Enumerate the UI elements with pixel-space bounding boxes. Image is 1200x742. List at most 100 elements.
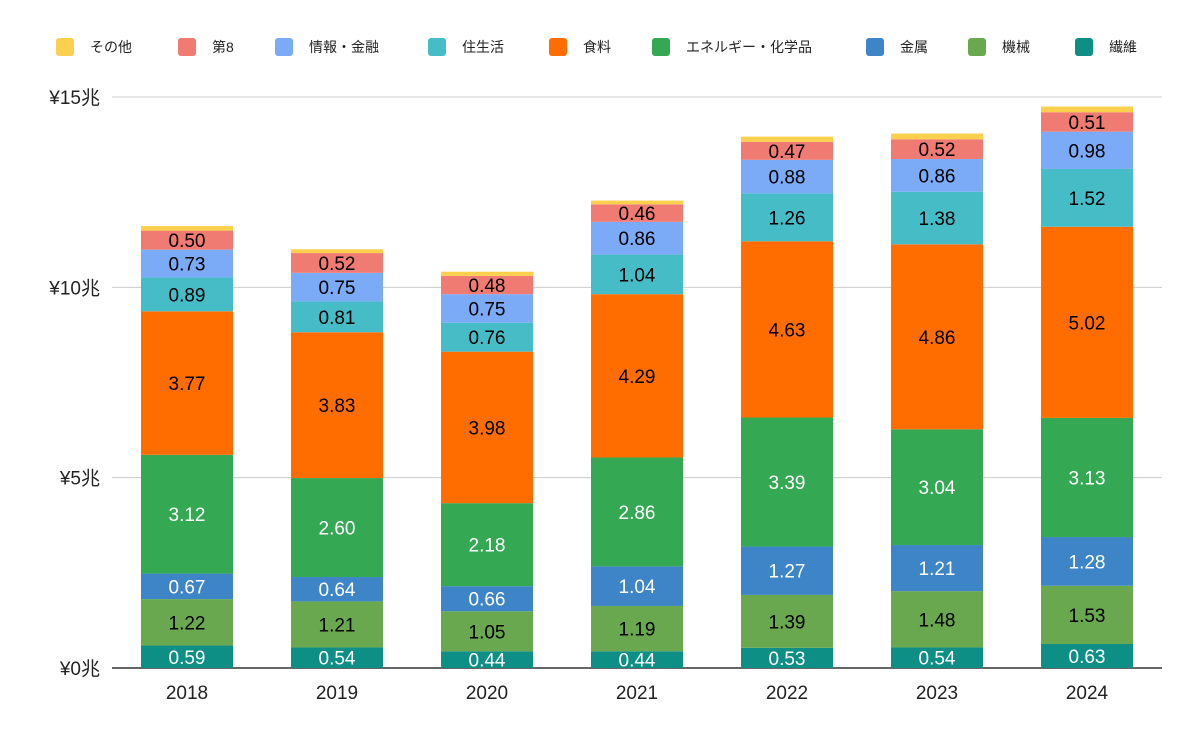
x-tick-label: 2020: [466, 683, 508, 704]
bar-segment: [1041, 644, 1133, 668]
data-label: 2.18: [469, 536, 506, 557]
legend-swatch: [178, 38, 196, 56]
legend-swatch: [275, 38, 293, 56]
data-label: 1.19: [619, 620, 656, 641]
bar-segment: [441, 275, 533, 295]
bar-segment: [441, 586, 533, 612]
bar-segment: [141, 599, 233, 646]
data-label: 1.53: [1069, 606, 1106, 627]
bar-segment: [591, 566, 683, 606]
bar-segment: [891, 159, 983, 192]
data-label: 0.81: [319, 308, 356, 329]
legend-swatch: [56, 38, 74, 56]
data-label: 0.44: [619, 651, 656, 672]
data-label: 1.52: [1069, 189, 1106, 210]
bar-segment: [141, 277, 233, 312]
legend-label: 機械: [1002, 39, 1030, 55]
data-label: 0.52: [319, 254, 356, 275]
bar-segment: [591, 605, 683, 652]
data-label: 0.52: [919, 140, 956, 161]
data-label: 1.28: [1069, 552, 1106, 573]
bar-segment: [141, 230, 233, 250]
data-label: 0.75: [469, 299, 506, 320]
chart-legend: その他 第8 情報・金融 住生活 食料 エネルギー・化学品 金属 機械 繊維: [56, 38, 1137, 56]
bar-segment: [1041, 417, 1133, 538]
legend-item: その他: [56, 38, 132, 56]
bar-segment: [291, 601, 383, 648]
bar-segment: [291, 272, 383, 302]
data-label: 0.59: [169, 648, 206, 669]
data-label: 0.89: [169, 285, 206, 306]
data-label: 0.88: [769, 168, 806, 189]
bar-segment: [291, 249, 383, 254]
bar-segment: [291, 253, 383, 273]
bar-stack-2023: 0.54 1.48 1.21 3.04 4.86 1.38 0.86 0.52: [891, 133, 983, 670]
legend-label: 食料: [583, 39, 611, 55]
bar-segment: [141, 645, 233, 668]
data-label: 0.67: [169, 577, 206, 598]
x-tick-label: 2018: [166, 683, 208, 704]
legend-swatch: [968, 38, 986, 56]
data-label: 0.54: [319, 649, 356, 670]
legend-label: 金属: [900, 39, 928, 55]
bar-segment: [441, 651, 533, 668]
legend-swatch: [1075, 38, 1093, 56]
data-label: 1.27: [769, 562, 806, 583]
bar-segment: [741, 546, 833, 595]
data-label: 4.86: [919, 328, 956, 349]
bar-stack-2020: 0.44 1.05 0.66 2.18 3.98 0.76 0.750.48: [441, 271, 533, 672]
x-tick-label: 2023: [916, 683, 958, 704]
data-label: 3.98: [469, 418, 506, 439]
bar-segment: [141, 226, 233, 231]
bar-segment: [141, 311, 233, 455]
bar-segment: [741, 141, 833, 160]
data-label: 3.77: [169, 374, 206, 395]
bar-segment: [741, 159, 833, 194]
data-label: 2.86: [619, 503, 656, 524]
legend-item: 情報・金融: [275, 38, 379, 56]
bar-segment: [1041, 131, 1133, 169]
data-label: 0.46: [619, 204, 656, 225]
y-tick-label: ¥10兆: [48, 277, 100, 299]
data-label: 1.22: [169, 613, 206, 634]
bar-segment: [741, 136, 833, 142]
y-tick-label: ¥0兆: [59, 658, 100, 680]
data-label: 1.21: [319, 615, 356, 636]
legend-label: その他: [90, 39, 132, 55]
data-label: 5.02: [1069, 313, 1106, 334]
x-tick-label: 2022: [766, 683, 808, 704]
bar-segment: [591, 254, 683, 295]
data-label: 1.26: [769, 208, 806, 229]
data-label: 1.48: [919, 610, 956, 631]
legend-swatch: [428, 38, 446, 56]
legend-item: 住生活: [428, 38, 504, 56]
bar-segment: [291, 478, 383, 578]
legend-label: 情報・金融: [309, 39, 379, 55]
data-label: 0.44: [469, 651, 506, 672]
bar-segment: [891, 429, 983, 546]
data-label: 3.83: [319, 396, 356, 417]
data-label: 3.12: [169, 505, 206, 526]
bar-segment: [891, 647, 983, 668]
legend-item: 第8: [178, 38, 234, 56]
data-label: 0.73: [169, 255, 206, 276]
data-label: 0.50: [169, 231, 206, 252]
bar-stack-2018: 0.59 1.22 0.67 3.12 3.77 0.89 0.73 0.50: [141, 226, 233, 669]
bar-segment: [441, 611, 533, 652]
data-label: 0.86: [919, 166, 956, 187]
legend-label: 第8: [212, 39, 234, 55]
legend-label: 住生活: [462, 39, 504, 55]
legend-item: 食料: [549, 38, 611, 56]
bar-segment: [291, 647, 383, 668]
bar-segment: [591, 294, 683, 458]
legend-swatch: [866, 38, 884, 56]
y-tick-label: ¥15兆: [48, 87, 100, 109]
bar-segment: [291, 332, 383, 479]
data-label: 4.29: [619, 367, 656, 388]
data-label: 1.04: [619, 265, 656, 286]
bar-segment: [1041, 112, 1133, 132]
data-label: 1.38: [919, 209, 956, 230]
data-label: 0.54: [919, 649, 956, 670]
data-label: 0.51: [1069, 113, 1106, 134]
bar-segment: [591, 651, 683, 668]
